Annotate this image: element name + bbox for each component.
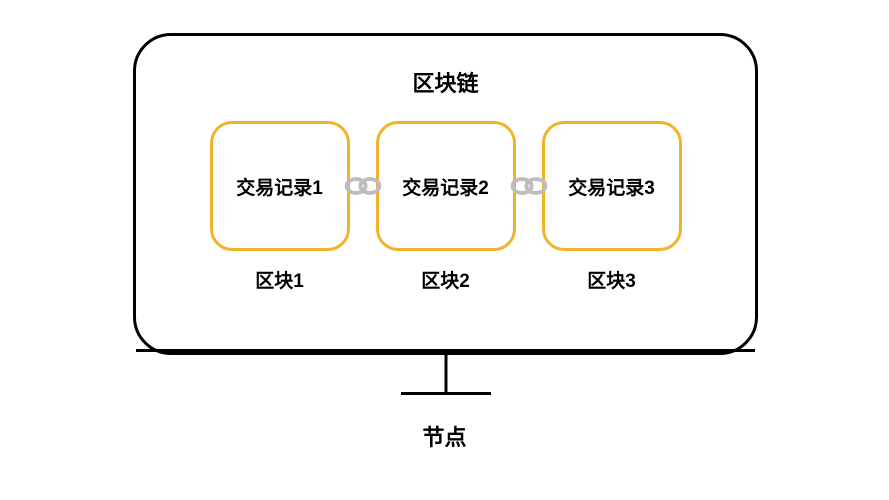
block-3-name: 区块3 bbox=[542, 266, 682, 293]
block-2-name: 区块2 bbox=[376, 266, 516, 293]
block-names-row: 区块1 区块2 区块3 bbox=[136, 266, 755, 293]
chain-link-icon bbox=[510, 174, 548, 198]
block-2-content: 交易记录2 bbox=[402, 173, 489, 200]
block-2: 交易记录2 bbox=[376, 121, 516, 251]
monitor-frame: 区块链 交易记录1 交易记录2 bbox=[133, 33, 758, 398]
chain-link-icon bbox=[344, 174, 382, 198]
node-label: 节点 bbox=[0, 420, 889, 452]
screen-bottom-bar bbox=[136, 349, 755, 352]
block-1: 交易记录1 bbox=[210, 121, 350, 251]
monitor-stand-base bbox=[401, 392, 491, 395]
monitor-screen: 区块链 交易记录1 交易记录2 bbox=[133, 33, 758, 355]
monitor-stand-neck bbox=[444, 355, 447, 394]
block-1-name: 区块1 bbox=[210, 266, 350, 293]
diagram-title: 区块链 bbox=[136, 66, 755, 98]
block-3: 交易记录3 bbox=[542, 121, 682, 251]
block-chain-row: 交易记录1 交易记录2 bbox=[136, 121, 755, 251]
block-3-content: 交易记录3 bbox=[568, 173, 655, 200]
block-1-content: 交易记录1 bbox=[236, 173, 323, 200]
